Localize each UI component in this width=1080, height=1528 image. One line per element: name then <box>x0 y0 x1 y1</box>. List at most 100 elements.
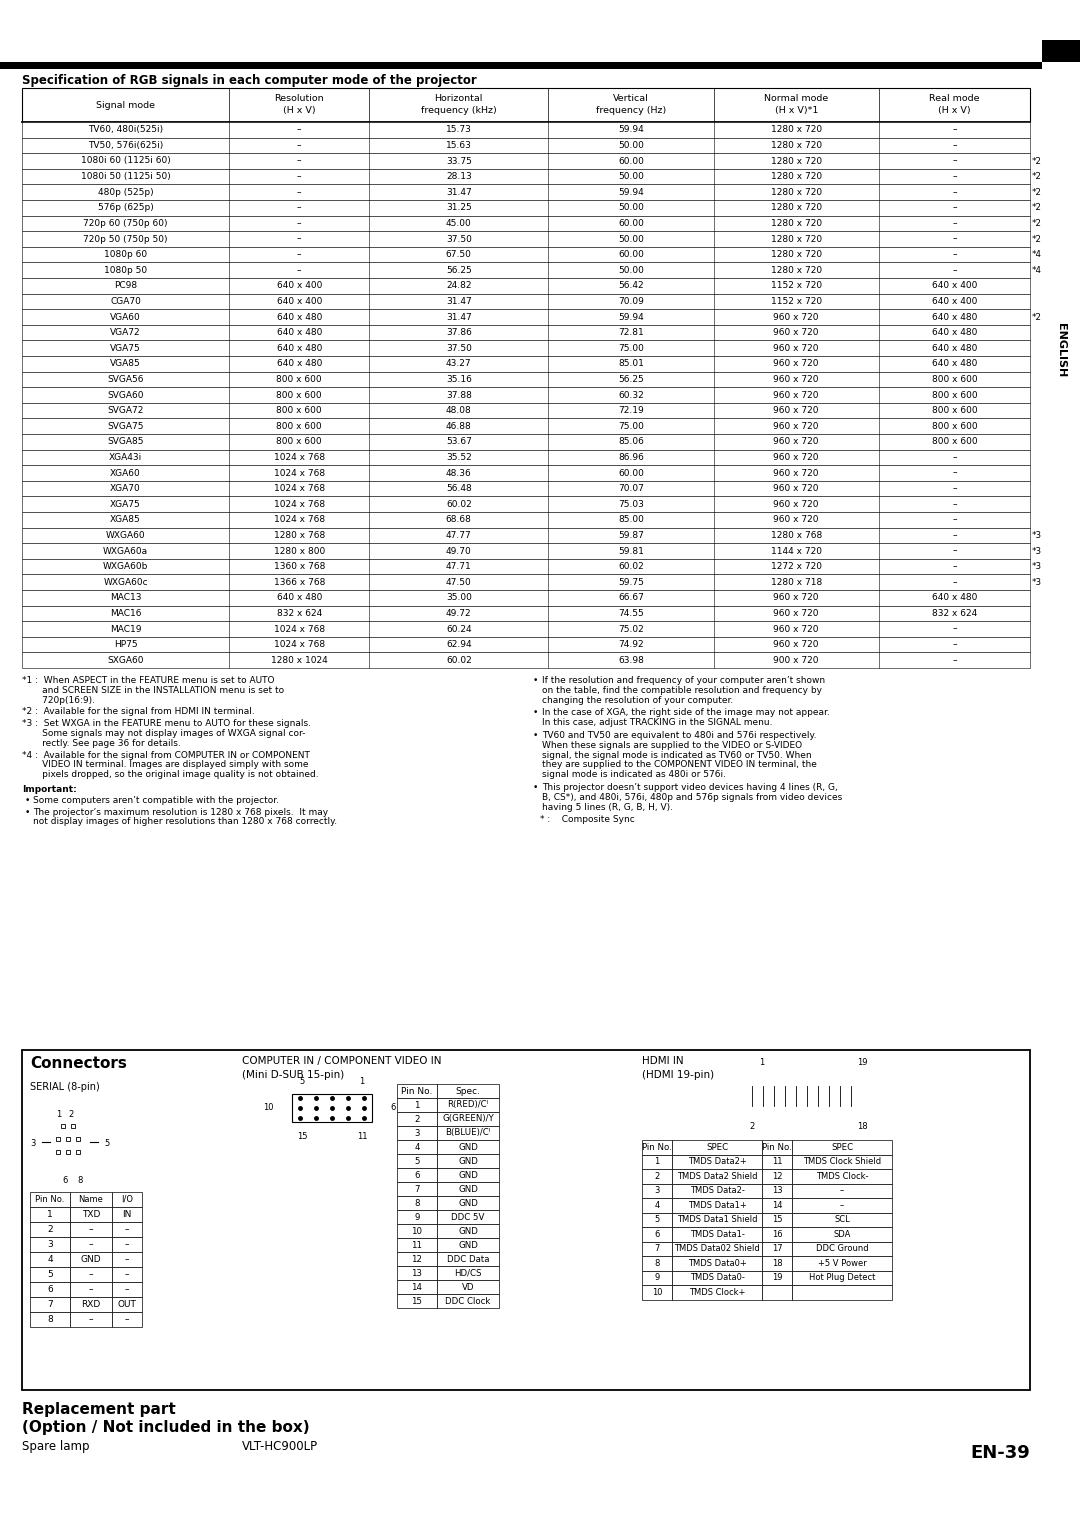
Text: *1 :  When ASPECT in the FEATURE menu is set to AUTO: *1 : When ASPECT in the FEATURE menu is … <box>22 675 274 685</box>
Text: –: – <box>953 578 957 587</box>
Text: 640 x 480: 640 x 480 <box>276 344 322 353</box>
Text: 640 x 480: 640 x 480 <box>932 329 977 338</box>
Text: 1280 x 768: 1280 x 768 <box>770 530 822 539</box>
Bar <box>22 278 1030 293</box>
Text: XGA60: XGA60 <box>110 469 141 477</box>
Text: –: – <box>125 1270 130 1279</box>
Bar <box>22 325 1030 341</box>
Text: 31.25: 31.25 <box>446 203 472 212</box>
Bar <box>792 1184 892 1198</box>
Text: 960 x 720: 960 x 720 <box>773 374 819 384</box>
Text: 75.00: 75.00 <box>618 422 644 431</box>
Text: 960 x 720: 960 x 720 <box>773 359 819 368</box>
Bar <box>22 263 1030 278</box>
Text: 59.87: 59.87 <box>618 530 644 539</box>
Bar <box>22 215 1030 231</box>
Text: 43.27: 43.27 <box>446 359 472 368</box>
Text: 50.00: 50.00 <box>618 234 644 243</box>
Text: 1: 1 <box>360 1077 365 1086</box>
Bar <box>437 1126 499 1140</box>
Bar <box>672 1227 762 1241</box>
Bar <box>56 1151 60 1154</box>
Text: 640 x 480: 640 x 480 <box>932 344 977 353</box>
Text: –: – <box>125 1316 130 1323</box>
Text: 3: 3 <box>48 1241 53 1248</box>
Text: 2: 2 <box>654 1172 660 1181</box>
Bar <box>22 403 1030 419</box>
Text: 50.00: 50.00 <box>618 141 644 150</box>
Bar <box>397 1083 437 1099</box>
Bar <box>22 559 1030 575</box>
Text: 50.00: 50.00 <box>618 266 644 275</box>
Text: –: – <box>953 500 957 509</box>
Text: 800 x 600: 800 x 600 <box>276 422 322 431</box>
Bar <box>22 622 1030 637</box>
Text: 15: 15 <box>297 1132 307 1141</box>
Text: 5: 5 <box>48 1270 53 1279</box>
Text: 3: 3 <box>30 1140 36 1149</box>
Bar <box>22 168 1030 185</box>
Bar <box>22 637 1030 652</box>
Text: 640 x 480: 640 x 480 <box>932 593 977 602</box>
Text: XGA75: XGA75 <box>110 500 141 509</box>
Bar <box>22 248 1030 263</box>
Bar <box>22 542 1030 559</box>
Bar <box>792 1256 892 1270</box>
Text: VGA85: VGA85 <box>110 359 141 368</box>
Text: 800 x 600: 800 x 600 <box>932 437 977 446</box>
Text: –: – <box>297 234 301 243</box>
Text: –: – <box>297 219 301 228</box>
Bar <box>71 1125 75 1128</box>
Text: SCL: SCL <box>834 1215 850 1224</box>
Bar <box>22 371 1030 387</box>
Text: GND: GND <box>458 1227 478 1236</box>
Text: If the resolution and frequency of your computer aren’t shown: If the resolution and frequency of your … <box>542 675 825 685</box>
Text: 480p (525p): 480p (525p) <box>98 188 153 197</box>
Text: –: – <box>953 656 957 665</box>
Text: TV60, 480i(525i): TV60, 480i(525i) <box>89 125 163 134</box>
Text: 1: 1 <box>56 1109 62 1118</box>
Text: COMPUTER IN / COMPONENT VIDEO IN: COMPUTER IN / COMPONENT VIDEO IN <box>242 1056 442 1067</box>
Text: changing the resolution of your computer.: changing the resolution of your computer… <box>542 695 733 704</box>
Bar <box>397 1154 437 1167</box>
Bar <box>642 1270 672 1285</box>
Text: –: – <box>953 266 957 275</box>
Text: 1: 1 <box>415 1100 420 1109</box>
Text: XGA43i: XGA43i <box>109 452 143 461</box>
Text: –: – <box>297 188 301 197</box>
Bar <box>792 1241 892 1256</box>
Bar <box>437 1238 499 1251</box>
Text: 13: 13 <box>411 1268 422 1277</box>
Bar <box>70 1192 112 1207</box>
Text: 60.32: 60.32 <box>618 391 644 399</box>
Bar <box>642 1155 672 1169</box>
Text: GND: GND <box>458 1241 478 1250</box>
Text: 59.81: 59.81 <box>618 547 644 556</box>
Text: 1024 x 768: 1024 x 768 <box>273 484 325 494</box>
Bar <box>642 1198 672 1213</box>
Text: 47.50: 47.50 <box>446 578 472 587</box>
Text: 60.02: 60.02 <box>446 656 472 665</box>
Text: SXGA60: SXGA60 <box>107 656 144 665</box>
Bar <box>437 1267 499 1280</box>
Text: –: – <box>297 203 301 212</box>
Text: WXGA60c: WXGA60c <box>104 578 148 587</box>
Bar <box>22 309 1030 325</box>
Text: 67.50: 67.50 <box>446 251 472 260</box>
Bar <box>437 1196 499 1210</box>
Bar <box>22 605 1030 622</box>
Text: MAC16: MAC16 <box>110 608 141 617</box>
Text: –: – <box>89 1225 93 1235</box>
Bar <box>672 1270 762 1285</box>
Bar <box>792 1198 892 1213</box>
Text: TXD: TXD <box>82 1210 100 1219</box>
Ellipse shape <box>42 1117 98 1167</box>
Text: Hot Plug Detect: Hot Plug Detect <box>809 1273 875 1282</box>
Text: VGA72: VGA72 <box>110 329 140 338</box>
Text: GND: GND <box>81 1254 102 1264</box>
Bar <box>762 1184 792 1198</box>
Text: Normal mode: Normal mode <box>764 95 828 102</box>
Bar <box>30 1267 70 1282</box>
Text: 50.00: 50.00 <box>618 203 644 212</box>
Text: 7: 7 <box>48 1300 53 1309</box>
